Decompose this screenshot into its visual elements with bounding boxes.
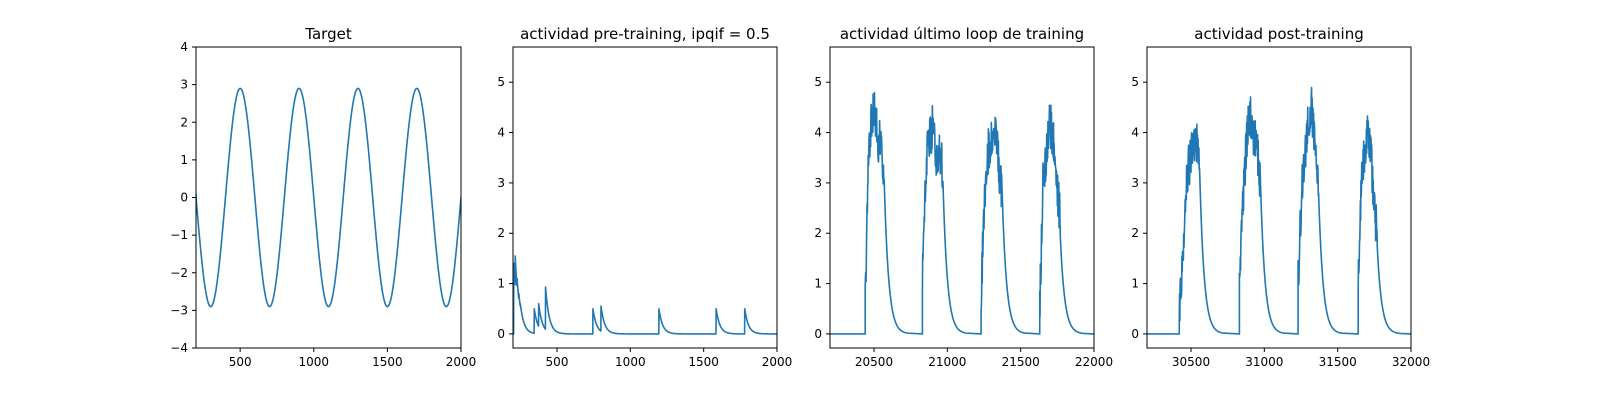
x-tick-label: 1000 xyxy=(615,355,646,369)
y-tick-label: 2 xyxy=(497,226,505,240)
panel-title: Target xyxy=(304,25,352,43)
x-tick-label: 1500 xyxy=(372,355,403,369)
y-tick-label: 5 xyxy=(1131,75,1139,89)
axes-frame xyxy=(1146,46,1412,349)
y-tick-label: 2 xyxy=(1131,226,1139,240)
y-tick-label: 5 xyxy=(814,75,822,89)
y-tick-label: 3 xyxy=(497,176,505,190)
axes-frame xyxy=(512,46,778,349)
y-tick-label: 1 xyxy=(814,277,822,291)
x-tick-label: 2000 xyxy=(446,355,477,369)
y-tick-label: 2 xyxy=(180,115,188,129)
x-tick-label: 21500 xyxy=(1002,355,1040,369)
series-line xyxy=(830,91,1094,335)
y-tick-label: 4 xyxy=(814,126,822,140)
y-tick-label: 4 xyxy=(497,126,505,140)
y-tick-label: 3 xyxy=(180,78,188,92)
x-tick-label: 500 xyxy=(229,355,252,369)
y-tick-label: 1 xyxy=(180,153,188,167)
y-tick-label: 3 xyxy=(1131,176,1139,190)
x-tick-label: 500 xyxy=(546,355,569,369)
panel-pre-training: actividad pre-training, ipqif = 0.5 500 1… xyxy=(497,25,792,369)
y-tick-label: −1 xyxy=(170,228,188,242)
y-tick-label: 1 xyxy=(1131,277,1139,291)
x-tick-label: 2000 xyxy=(762,355,793,369)
x-tick-label: 31000 xyxy=(1245,355,1283,369)
y-tick-label: 0 xyxy=(814,327,822,341)
x-tick-label: 1000 xyxy=(299,355,330,369)
series-line xyxy=(1147,86,1411,335)
series-line xyxy=(513,255,777,335)
panel-target: Target 500 1000 1500 2000 −4 −3 −2 −1 0 1 2 3 4 xyxy=(170,25,476,369)
y-tick-label: −2 xyxy=(170,266,188,280)
panel-last-training-loop: actividad último loop de training 20500 2… xyxy=(814,25,1113,369)
panel-title: actividad post-training xyxy=(1194,25,1363,43)
y-tick-label: 0 xyxy=(180,191,188,205)
y-tick-label: 4 xyxy=(180,40,188,54)
x-tick-label: 31500 xyxy=(1319,355,1357,369)
panel-title: actividad último loop de training xyxy=(840,25,1084,43)
panel-post-training: actividad post-training 30500 31000 31500 3… xyxy=(1131,25,1430,369)
y-tick-label: 2 xyxy=(814,226,822,240)
y-tick-label: −4 xyxy=(170,341,188,355)
x-tick-label: 32000 xyxy=(1392,355,1430,369)
panel-title: actividad pre-training, ipqif = 0.5 xyxy=(520,25,770,43)
y-tick-label: 1 xyxy=(497,277,505,291)
x-tick-label: 22000 xyxy=(1075,355,1113,369)
x-tick-label: 20500 xyxy=(855,355,893,369)
x-tick-label: 21000 xyxy=(928,355,966,369)
y-tick-label: −3 xyxy=(170,303,188,317)
x-tick-label: 1500 xyxy=(688,355,719,369)
axes-frame xyxy=(829,46,1095,349)
y-tick-label: 3 xyxy=(814,176,822,190)
series-line xyxy=(196,87,461,308)
y-tick-label: 4 xyxy=(1131,126,1139,140)
x-tick-label: 30500 xyxy=(1172,355,1210,369)
y-tick-label: 0 xyxy=(497,327,505,341)
y-tick-label: 5 xyxy=(497,75,505,89)
y-tick-label: 0 xyxy=(1131,327,1139,341)
